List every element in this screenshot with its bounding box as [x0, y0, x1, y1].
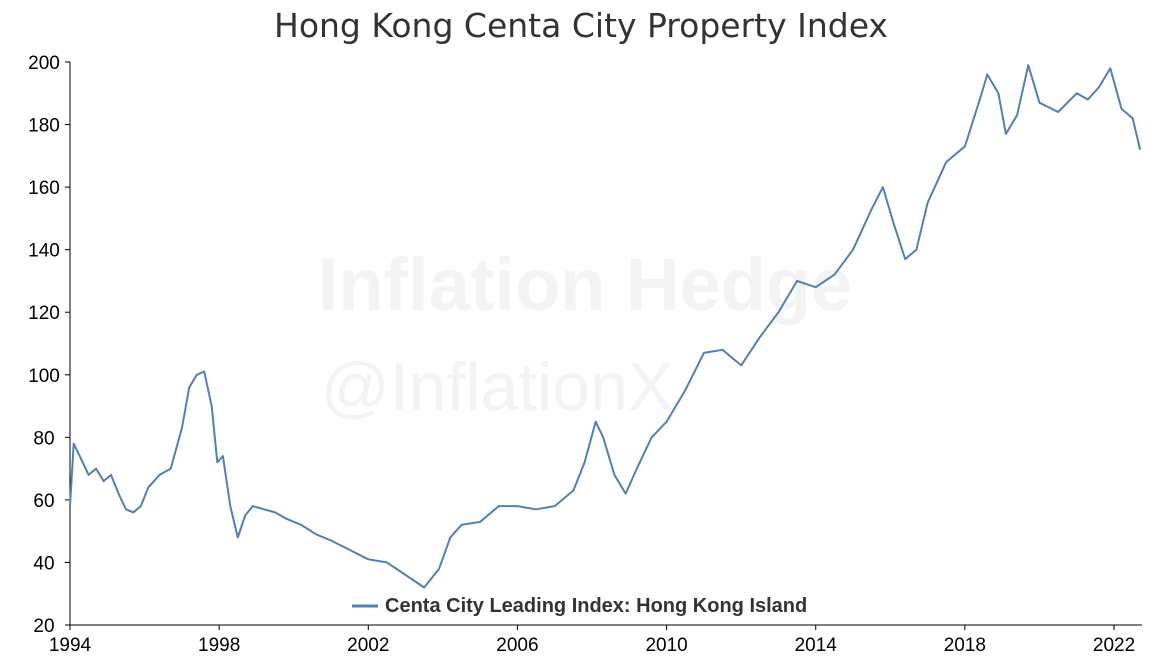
y-tick-label: 200	[28, 53, 60, 74]
x-tick-label: 2010	[645, 635, 687, 656]
series-group	[69, 64, 1142, 589]
y-tick-label: 80	[33, 428, 54, 449]
y-tick-label: 180	[28, 116, 60, 137]
y-tick-label: 20	[33, 616, 54, 637]
watermark-title: Inflation Hedge	[318, 243, 852, 326]
y-tick-label: 40	[33, 553, 54, 574]
y-tick-label: 140	[28, 241, 60, 262]
x-ticks: 1994 1998 2002 2006 2010 2014 2018 2022	[49, 625, 1135, 656]
legend-label: Centa City Leading Index: Hong Kong Isla…	[385, 595, 807, 617]
y-tick-label: 160	[28, 178, 60, 199]
axes	[69, 62, 1142, 626]
x-tick-label: 2014	[795, 635, 838, 656]
y-tick-label: 100	[28, 366, 60, 387]
y-tick-label: 60	[33, 491, 54, 512]
chart-title: Hong Kong Centa City Property Index	[274, 6, 888, 45]
y-ticks: 20 40 60 80 100 120 140 160 180 200	[28, 53, 70, 637]
x-tick-label: 1998	[198, 635, 240, 656]
x-tick-label: 2018	[944, 635, 986, 656]
watermark: Inflation Hedge @InflationX	[318, 243, 852, 425]
legend: Centa City Leading Index: Hong Kong Isla…	[352, 595, 807, 617]
y-tick-label: 120	[28, 303, 60, 324]
series-line	[69, 64, 1142, 589]
watermark-handle: @InflationX	[321, 349, 674, 425]
x-tick-label: 1994	[49, 635, 92, 656]
x-tick-label: 2022	[1093, 635, 1135, 656]
x-tick-label: 2006	[496, 635, 538, 656]
x-tick-label: 2002	[347, 635, 389, 656]
